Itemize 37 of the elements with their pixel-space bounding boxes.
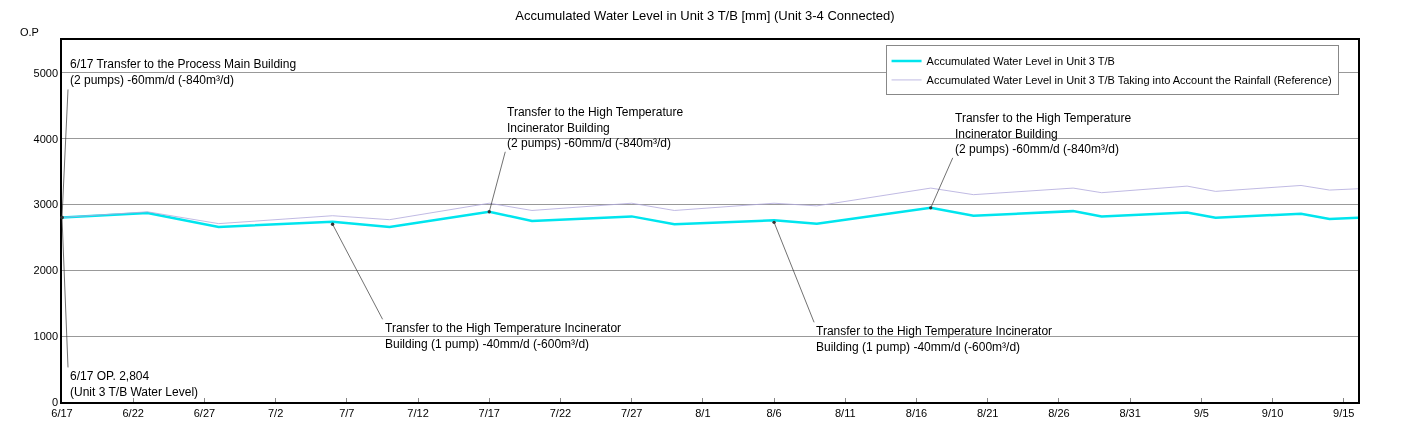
x-tick-label: 8/1 [695,406,711,419]
x-tick-label: 6/27 [193,406,216,419]
x-tick-label: 9/15 [1333,406,1355,419]
annotation: Transfer to the High Temperature Incinerator Building (1 pump) -40mm/d (-600m³/d) [816,324,1053,354]
x-tick-label: 8/11 [835,406,856,419]
legend-label: Accumulated Water Level in Unit 3 T/B Taking into Account the Rainfall (Reference) [926,74,1332,87]
x-tick-label: 8/16 [905,406,928,419]
legend-label: Accumulated Water Level in Unit 3 T/B [926,55,1115,68]
y-tick-label: 2000 [33,264,59,277]
annotation: 6/17 OP. 2,804 (Unit 3 T/B Water Level) [70,369,199,399]
x-tick-label: 7/2 [267,406,284,419]
line-series [62,206,1358,229]
annotation: Transfer to the High Temperature Incinerator Building (2 pumps) -60mm/d (-840m³/d) [955,111,1132,157]
annotation: 6/17 Transfer to the Process Main Building (2 pumps) -60mm/d (-840m³/d) [70,57,297,87]
x-tick-label: 8/26 [1048,406,1070,419]
x-tick-label: 7/22 [549,406,572,419]
x-tick-label: 7/7 [339,406,355,419]
x-tick-label: 7/17 [478,406,500,419]
x-tick-label: 7/27 [620,406,643,419]
x-tick-label: 9/10 [1261,406,1284,419]
x-tick-label: 6/17 [51,406,73,419]
x-tick-label: 9/5 [1193,406,1209,419]
y-tick-label: 0 [51,395,59,408]
chart-title: Accumulated Water Level in Unit 3 T/B [mm] (Unit 3-4 Connected) [515,8,895,24]
y-tick-label: 4000 [33,132,59,145]
y-axis-title: O.P [20,26,39,38]
x-tick-label: 6/22 [122,406,144,419]
annotation: Transfer to the High Temperature Incinerator Building (2 pumps) -60mm/d (-840m³/d) [507,105,684,151]
x-tick-label: 8/6 [766,406,782,419]
y-tick-label: 3000 [33,198,59,211]
y-tick-label: 5000 [33,66,59,79]
annotation: Transfer to the High Temperature Incinerator Building (1 pump) -40mm/d (-600m³/d) [385,321,622,351]
x-tick-label: 8/31 [1119,406,1141,419]
line-series [62,185,1358,225]
x-tick-label: 7/12 [407,406,429,419]
x-tick-label: 8/21 [977,406,999,419]
y-tick-label: 1000 [33,330,59,343]
